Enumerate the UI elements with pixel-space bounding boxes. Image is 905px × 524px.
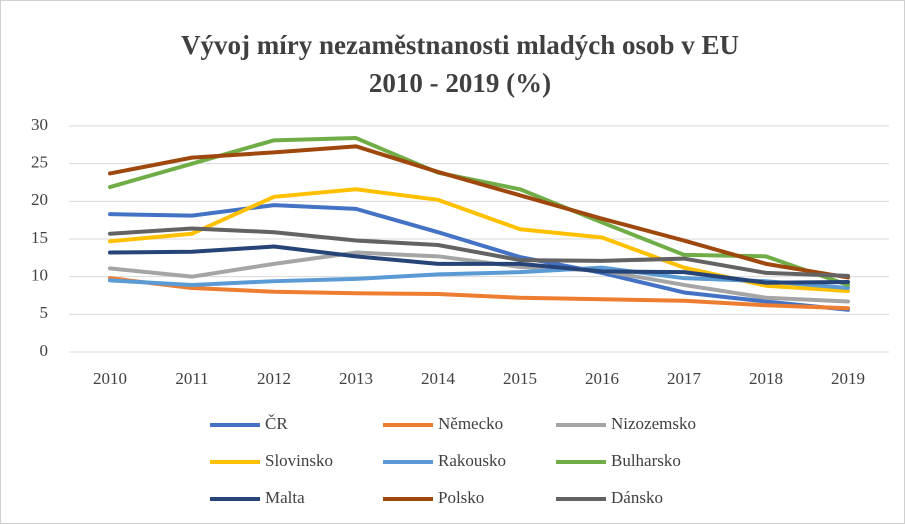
x-tick-label: 2017	[667, 369, 702, 388]
legend-label: Slovinsko	[265, 451, 333, 470]
chart-subtitle: 2010 - 2019 (%)	[369, 68, 551, 98]
chart-title: Vývoj míry nezaměstnanosti mladých osob …	[181, 30, 739, 60]
x-tick-label: 2014	[421, 369, 456, 388]
y-tick-label: 30	[31, 115, 48, 134]
y-tick-label: 15	[31, 228, 48, 247]
series-line	[108, 276, 850, 311]
legend-label: Polsko	[438, 488, 484, 507]
x-tick-label: 2012	[257, 369, 291, 388]
y-tick-label: 0	[40, 341, 49, 360]
legend-label: Německo	[438, 414, 503, 433]
y-tick-label: 20	[31, 190, 48, 209]
legend-label: Dánsko	[611, 488, 663, 507]
series-line	[108, 265, 850, 290]
x-tick-label: 2018	[749, 369, 783, 388]
legend-label: Malta	[265, 488, 305, 507]
x-tick-label: 2016	[585, 369, 619, 388]
series-line	[108, 144, 850, 280]
legend-label: Rakousko	[438, 451, 506, 470]
legend-label: Bulharsko	[611, 451, 681, 470]
y-tick-label: 10	[31, 266, 48, 285]
series-line	[108, 244, 850, 285]
legend-label: ČR	[265, 414, 288, 433]
x-tick-label: 2019	[831, 369, 865, 388]
x-tick-label: 2013	[339, 369, 373, 388]
x-tick-label: 2015	[503, 369, 537, 388]
legend-label: Nizozemsko	[611, 414, 696, 433]
series-line	[108, 136, 850, 287]
series-line	[108, 203, 850, 312]
series-line	[108, 226, 850, 278]
series-line	[108, 250, 850, 304]
x-tick-label: 2010	[93, 369, 127, 388]
y-tick-label: 5	[40, 303, 49, 322]
x-tick-label: 2011	[175, 369, 208, 388]
y-tick-label: 25	[31, 153, 48, 172]
